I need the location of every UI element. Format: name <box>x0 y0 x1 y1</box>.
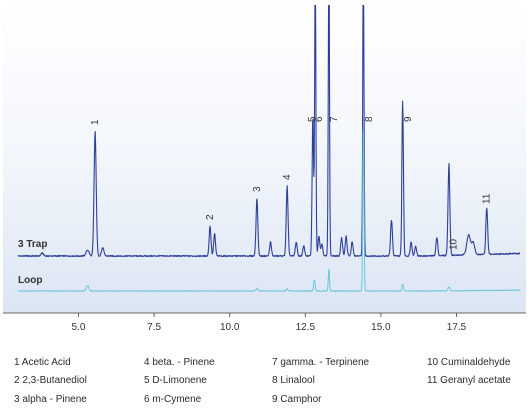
x-tick-label: 5.0 <box>72 322 86 333</box>
legend-item: 10 Cuminaldehyde <box>427 357 511 368</box>
peak-label: 2 <box>205 214 216 220</box>
compound-legend: 1 Acetic Acid 2 2,3-Butanediol 3 alpha - P… <box>0 352 530 413</box>
peak-label: 5 <box>307 116 318 122</box>
x-tick-label: 10.0 <box>220 322 240 333</box>
legend-item: 7 gamma. - Terpinene <box>272 357 370 368</box>
legend-item: 3 alpha - Pinene <box>14 394 87 405</box>
legend-item: 11 Geranyl acetate <box>427 375 511 386</box>
peak-label: 10 <box>449 238 460 250</box>
peak-label: 4 <box>282 174 293 180</box>
legend-item: 1 Acetic Acid <box>14 357 71 368</box>
legend-item: 4 beta. - Pinene <box>144 357 215 368</box>
peak-label: 9 <box>403 116 414 122</box>
series-label-trap: 3 Trap <box>18 239 47 250</box>
peak-label: 3 <box>252 186 263 192</box>
legend-item: 6 m-Cymene <box>144 394 202 405</box>
series-label-loop: Loop <box>18 275 42 286</box>
legend-item: 9 Camphor <box>272 394 322 405</box>
peak-label: 11 <box>482 193 493 204</box>
legend-item: 8 Linalool <box>272 375 315 386</box>
x-tick-label: 7.5 <box>147 322 161 333</box>
peak-label: 1 <box>90 119 101 125</box>
legend-item: 5 D-Limonene <box>144 375 207 386</box>
peak-label: 6 <box>314 116 325 122</box>
plot-background <box>3 0 526 313</box>
series-line-trap <box>17 5 521 258</box>
x-tick-label: 12.5 <box>296 322 316 333</box>
legend-item: 2 2,3-Butanediol <box>14 375 87 386</box>
series-line-loop <box>17 129 521 292</box>
peak-label: 8 <box>364 116 375 122</box>
x-tick-label: 17.5 <box>447 322 467 333</box>
x-tick-label: 15.0 <box>371 322 391 333</box>
peak-label: 7 <box>329 116 340 122</box>
